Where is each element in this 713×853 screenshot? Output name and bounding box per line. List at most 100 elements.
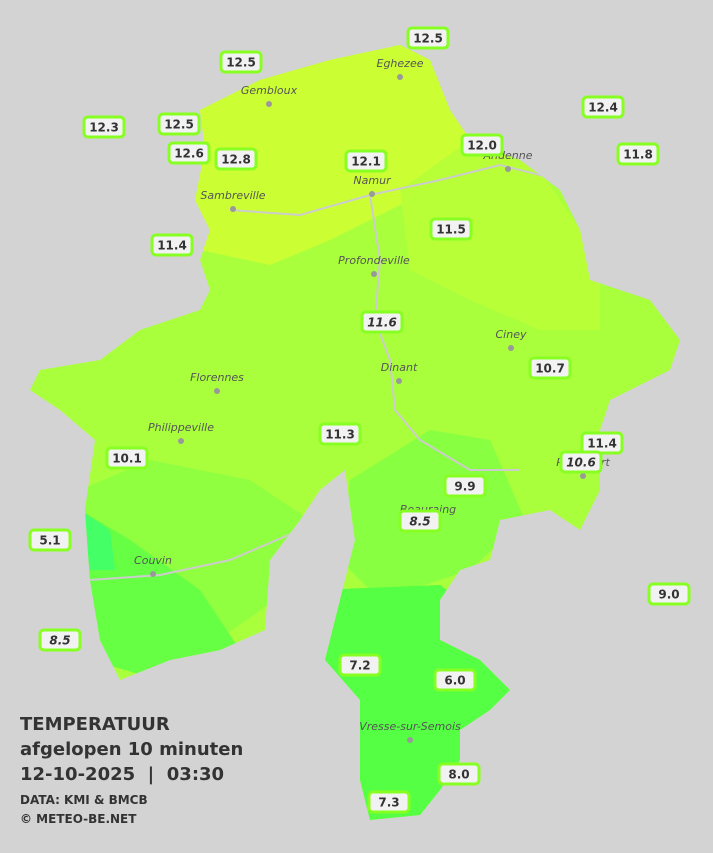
station-box bbox=[647, 582, 691, 606]
station-box bbox=[429, 217, 473, 241]
town-dot bbox=[508, 345, 514, 351]
town-dot bbox=[407, 737, 413, 743]
town-label: Vresse-sur-Semois bbox=[359, 720, 461, 733]
station: 11.8 bbox=[616, 142, 660, 166]
town-dot bbox=[214, 388, 220, 394]
river bbox=[369, 194, 520, 471]
station-box bbox=[616, 142, 660, 166]
town-dot bbox=[230, 206, 236, 212]
station-box bbox=[443, 474, 487, 498]
legend-title: TEMPERATUUR bbox=[20, 714, 170, 735]
town-dot bbox=[505, 166, 511, 172]
station-value: 12.4 bbox=[588, 101, 618, 115]
station: 8.5 bbox=[398, 509, 442, 533]
town-label: Profondeville bbox=[338, 254, 410, 267]
town-label: Philippeville bbox=[148, 421, 214, 434]
station-value: 10.6 bbox=[566, 456, 596, 470]
station: 10.6 bbox=[559, 450, 603, 474]
station-value: 12.3 bbox=[89, 121, 119, 135]
station-value: 10.7 bbox=[535, 362, 565, 376]
station-box bbox=[318, 422, 362, 446]
station: 6.0 bbox=[433, 668, 477, 692]
town-dot bbox=[178, 438, 184, 444]
station: 8.5 bbox=[38, 628, 82, 652]
zone bbox=[80, 510, 115, 570]
station-box bbox=[398, 509, 442, 533]
station-box bbox=[433, 668, 477, 692]
town-label: Gembloux bbox=[241, 84, 298, 97]
station-box bbox=[214, 147, 258, 171]
town-label: Couvin bbox=[134, 554, 172, 567]
town-label: Dinant bbox=[381, 361, 418, 374]
town-dot bbox=[369, 191, 375, 197]
legend-source: DATA: KMI & BMCB bbox=[20, 793, 148, 807]
zone bbox=[315, 585, 530, 820]
town-dot bbox=[266, 101, 272, 107]
station: 7.2 bbox=[338, 653, 382, 677]
station-box bbox=[28, 528, 72, 552]
station: 10.1 bbox=[105, 446, 149, 470]
station-value: 10.1 bbox=[112, 452, 142, 466]
stations: 12.5 12.5 12.3 12.5 12.6 12.8 12.1 12.0 12.4 11.8… bbox=[28, 26, 691, 814]
station-box bbox=[367, 790, 411, 814]
station: 12.1 bbox=[344, 149, 388, 173]
town-label: Florennes bbox=[190, 371, 244, 384]
station-box bbox=[167, 141, 211, 165]
station-value: 9.9 bbox=[454, 480, 475, 494]
station-value: 9.0 bbox=[658, 588, 679, 602]
town-dot bbox=[396, 378, 402, 384]
zone bbox=[400, 140, 600, 330]
station-box bbox=[580, 431, 624, 455]
station-value: 12.5 bbox=[413, 32, 443, 46]
legend-datetime: 12-10-2025 | 03:30 bbox=[20, 764, 224, 785]
station: 12.8 bbox=[214, 147, 258, 171]
town-dot bbox=[580, 473, 586, 479]
station: 8.0 bbox=[437, 762, 481, 786]
station-box bbox=[406, 26, 450, 50]
station-box bbox=[338, 653, 382, 677]
station-value: 8.5 bbox=[49, 634, 70, 648]
legend-copyright: © METEO-BE.NET bbox=[20, 812, 137, 826]
station-box bbox=[82, 115, 126, 139]
station-box bbox=[38, 628, 82, 652]
station-box bbox=[157, 112, 201, 136]
station-value: 11.6 bbox=[367, 316, 397, 330]
town-label: Ciney bbox=[496, 328, 527, 341]
station-box bbox=[105, 446, 149, 470]
station: 12.6 bbox=[167, 141, 211, 165]
station-value: 8.0 bbox=[448, 768, 469, 782]
station-box bbox=[437, 762, 481, 786]
station: 12.0 bbox=[460, 133, 504, 157]
station-value: 11.4 bbox=[587, 437, 617, 451]
station-box bbox=[528, 356, 572, 380]
station-box bbox=[460, 133, 504, 157]
station-box bbox=[360, 310, 404, 334]
station-value: 7.2 bbox=[349, 659, 370, 673]
station-value: 12.1 bbox=[351, 155, 381, 169]
station-value: 12.6 bbox=[174, 147, 204, 161]
station-value: 11.4 bbox=[157, 239, 187, 253]
station: 11.6 bbox=[360, 310, 404, 334]
zone bbox=[80, 510, 240, 680]
town-label: Eghezee bbox=[377, 57, 424, 70]
town-dot bbox=[150, 571, 156, 577]
station: 12.5 bbox=[219, 50, 263, 74]
station-value: 12.5 bbox=[226, 56, 256, 70]
station-value: 11.3 bbox=[325, 428, 355, 442]
station: 5.1 bbox=[28, 528, 72, 552]
station-value: 7.3 bbox=[378, 796, 399, 810]
station-value: 5.1 bbox=[39, 534, 60, 548]
town-dot bbox=[397, 74, 403, 80]
station-value: 12.8 bbox=[221, 153, 251, 167]
station: 9.9 bbox=[443, 474, 487, 498]
legend-period: afgelopen 10 minuten bbox=[20, 739, 243, 760]
town-dot bbox=[371, 271, 377, 277]
station: 7.3 bbox=[367, 790, 411, 814]
zone bbox=[180, 45, 470, 265]
station: 11.4 bbox=[150, 233, 194, 257]
station-box bbox=[581, 95, 625, 119]
station-value: 11.8 bbox=[623, 148, 653, 162]
station-value: 8.5 bbox=[409, 515, 430, 529]
station: 12.3 bbox=[82, 115, 126, 139]
